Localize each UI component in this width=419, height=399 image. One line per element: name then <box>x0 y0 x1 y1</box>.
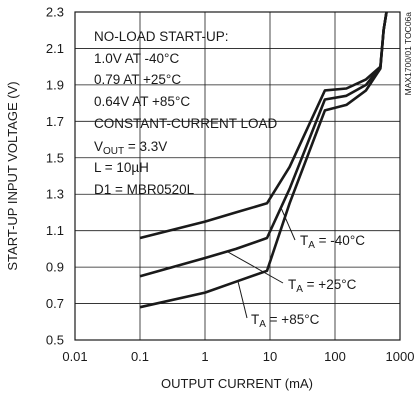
annotation-line: D1 = MBR0520L <box>94 182 195 197</box>
series-label-leader <box>280 208 296 241</box>
series-curves <box>139 11 388 309</box>
tick-labels: 0.01 0.1 1 10 100 1000 0.5 0.7 0.9 1.1 1.3 1.5 1.7 1.… <box>46 5 415 365</box>
series-label-leader <box>227 251 284 284</box>
y-axis-label: START-UP INPUT VOLTAGE (V) <box>5 81 20 270</box>
y-tick-label: 0.5 <box>46 333 64 348</box>
y-tick-label: 2.3 <box>46 5 64 20</box>
x-tick-label: 0.01 <box>62 349 87 364</box>
y-tick-label: 0.7 <box>46 296 64 311</box>
series-label-leaders <box>227 208 296 319</box>
x-tick-label: 1000 <box>386 349 415 364</box>
annotation-line: NO-LOAD START-UP: <box>94 29 229 44</box>
annotation-block: NO-LOAD START-UP: 1.0V AT -40°C 0.79 AT … <box>94 29 278 197</box>
vout-annotation: VOUT = 3.3V <box>94 139 167 157</box>
y-tick-label: 1.3 <box>46 187 64 202</box>
annotation-line: 0.79 AT +25°C <box>94 72 181 87</box>
annotation-line: CONSTANT-CURRENT LOAD <box>94 116 278 131</box>
y-tick-label: 2.1 <box>46 41 64 56</box>
annotation-line: 0.64V AT +85°C <box>94 94 190 109</box>
y-tick-label: 1.7 <box>46 114 64 129</box>
x-tick-label: 0.1 <box>131 349 149 364</box>
plot-frame <box>74 11 401 341</box>
figure-code: MAX1700/01 TOC06a <box>403 12 413 96</box>
x-tick-label: 1 <box>201 349 208 364</box>
x-axis-label: OUTPUT CURRENT (mA) <box>161 376 313 391</box>
series-label: TA = +25°C <box>288 277 357 295</box>
grid <box>75 12 400 340</box>
y-tick-label: 1.1 <box>46 223 64 238</box>
x-tick-label: 10 <box>263 349 277 364</box>
x-tick-label: 100 <box>324 349 346 364</box>
series-label-leader <box>237 280 248 319</box>
series-line-85-c <box>139 11 388 309</box>
series-label: TA = +85°C <box>251 312 320 330</box>
y-tick-label: 1.9 <box>46 77 64 92</box>
y-tick-label: 0.9 <box>46 260 64 275</box>
series-label: TA = -40°C <box>300 233 365 251</box>
y-tick-label: 1.5 <box>46 150 64 165</box>
annotation-line: L = 10µH <box>94 160 149 175</box>
series-labels: TA = -40°C TA = +25°C TA = +85°C <box>251 233 365 330</box>
annotation-line: 1.0V AT -40°C <box>94 51 179 66</box>
